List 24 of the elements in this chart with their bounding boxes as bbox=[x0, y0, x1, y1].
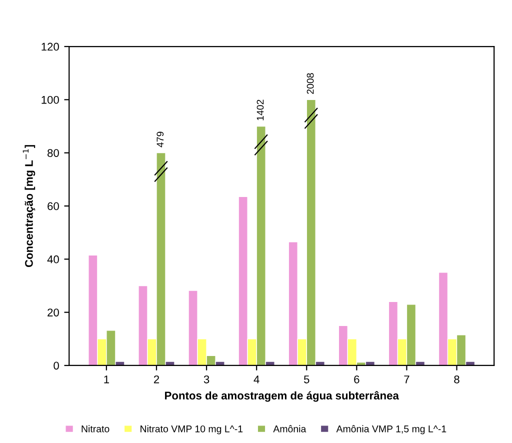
y-tick-label: 100 bbox=[42, 96, 59, 104]
y-tick-label: 40 bbox=[47, 255, 59, 264]
y-tick-label: 60 bbox=[48, 202, 59, 210]
x-tick-label: 1 bbox=[104, 376, 109, 384]
x-tick-label: 3 bbox=[204, 375, 210, 384]
x-axis-title: Pontos de amostragem de água subterrânea bbox=[165, 391, 399, 402]
y-tick-label: 0 bbox=[54, 362, 59, 370]
x-tick-label: 7 bbox=[404, 376, 410, 384]
annotation: 1402 bbox=[256, 100, 264, 120]
legend-label: Nitrato VMP 10 mg L^-1 bbox=[140, 425, 243, 434]
annotation: 479 bbox=[156, 132, 164, 148]
x-tick-label: 2 bbox=[154, 375, 160, 384]
y-tick-label: 80 bbox=[48, 149, 59, 157]
x-tick-label: 5 bbox=[304, 376, 310, 384]
x-tick-label: 8 bbox=[454, 375, 460, 384]
legend-label: Nitrato bbox=[82, 425, 110, 432]
legend-label: Amônia VMP 1,5 mg L^-1 bbox=[336, 425, 446, 434]
y-tick-label: 120 bbox=[42, 42, 59, 51]
y-axis-title: Concentração [mg L$^{−1}$] bbox=[22, 145, 36, 268]
x-tick-label: 6 bbox=[354, 375, 360, 384]
annotation: 2008 bbox=[306, 73, 314, 94]
y-tick-label: 20 bbox=[48, 308, 59, 316]
legend-label: Amônia bbox=[273, 425, 306, 432]
x-tick-label: 4 bbox=[254, 376, 260, 384]
